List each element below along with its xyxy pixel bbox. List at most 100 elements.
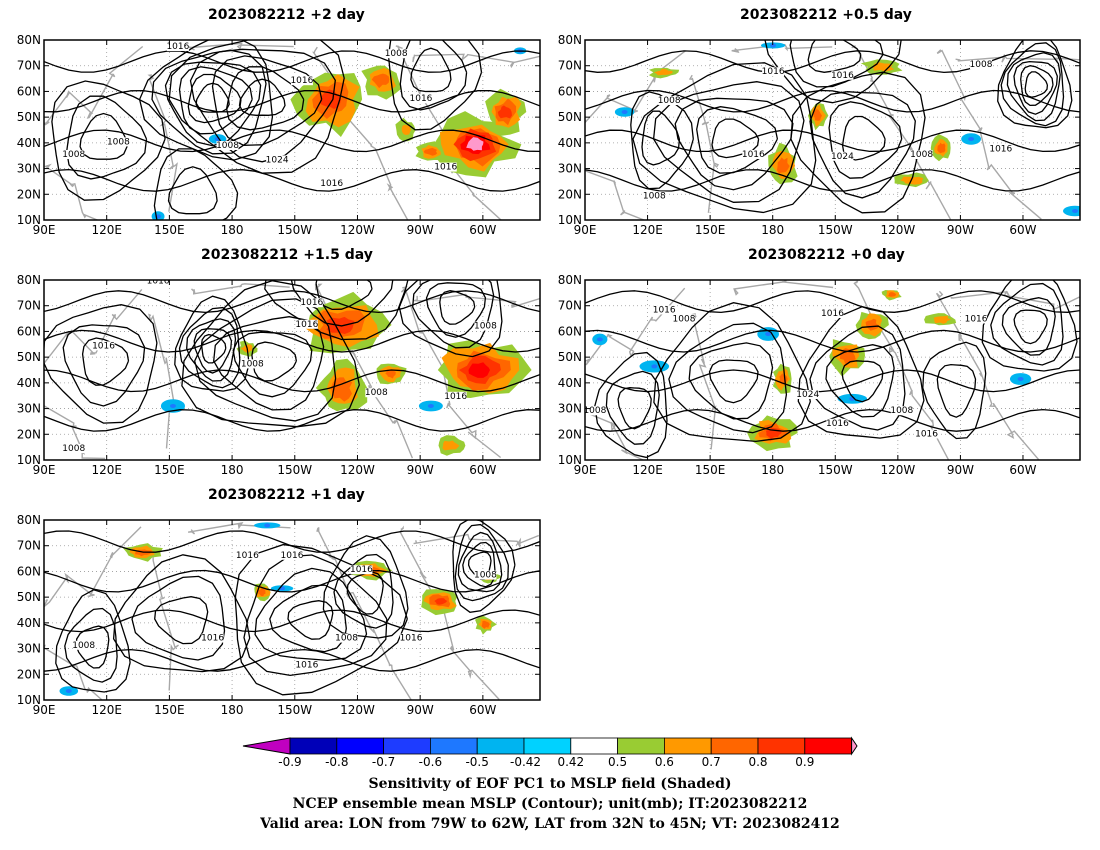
caption-line-1: Sensitivity of EOF PC1 to MSLP field (Sh… [368,776,732,792]
contour-label: 1008 [643,191,666,201]
contour-label: 1016 [989,145,1012,155]
lat-tick-label: 70N [558,299,582,313]
colorbar-label: 0.42 [557,755,585,769]
lon-tick-label: 120W [340,703,375,717]
lat-tick-label: 40N [558,136,582,150]
contour-label: 1016 [831,71,854,81]
lon-tick-label: 150W [818,223,853,237]
contour-label: 1008 [335,634,358,644]
lon-tick-label: 180 [221,223,244,237]
contour-label: 1016 [400,634,423,644]
lon-tick-label: 90W [407,703,434,717]
map-panel: 10161008101610161008102410161008101680N7… [558,273,1081,477]
lon-tick-label: 90E [574,463,597,477]
lon-tick-label: 90W [407,463,434,477]
colorbar-label: -0.5 [465,755,489,769]
lat-tick-label: 40N [558,376,582,390]
lat-tick-label: 60N [558,324,582,338]
colorbar-label: 0.8 [748,755,768,769]
lon-tick-label: 150W [818,463,853,477]
panel-title: 2023082212 +1 day [208,487,365,503]
lat-tick-label: 70N [17,299,41,313]
lon-tick-label: 150W [277,223,312,237]
lon-tick-label: 150E [154,223,185,237]
contour-label: 1008 [970,60,993,70]
lat-tick-label: 60N [17,84,41,98]
colorbar-swatch [804,737,852,755]
contour-label: 1016 [290,76,313,86]
lat-tick-label: 40N [17,616,41,630]
contour-label: 1016 [281,551,304,561]
lon-tick-label: 180 [761,223,784,237]
map-panel: 1016 1016 1008 1008 1016 1024 1008 1016 1008 80N 7… [558,33,1081,237]
lat-tick-label: 80N [17,33,41,47]
contour-label: 1008 [673,314,696,324]
lat-tick-label: 10N [17,693,41,707]
contour-label: 1008 [62,444,85,454]
lat-tick-label: 80N [558,33,582,47]
lon-tick-label: 90W [407,223,434,237]
lon-tick-label: 60W [1009,223,1036,237]
lat-tick-label: 50N [17,350,41,364]
contour-label: 1024 [796,390,819,400]
lat-tick-label: 30N [558,402,582,416]
lon-tick-label: 150W [277,703,312,717]
lon-tick-label: 90E [33,463,56,477]
lat-tick-label: 50N [558,110,582,124]
lat-tick-label: 40N [17,376,41,390]
colorbar-label: -0.42 [510,755,542,769]
colorbar-swatch [336,737,384,755]
colorbar-swatch [757,737,806,755]
panel-title: 2023082212 +0 day [748,247,905,263]
lat-tick-label: 50N [558,350,582,364]
colorbar-swatch [570,737,618,755]
lon-tick-label: 120E [91,223,122,237]
lat-tick-label: 50N [17,110,41,124]
lat-tick-label: 20N [17,427,41,441]
contour-label: 1016 [295,661,318,671]
lon-tick-label: 120W [880,223,915,237]
colorbar [242,736,858,756]
colorbar-label: 0.7 [701,755,721,769]
lon-tick-label: 120E [91,703,122,717]
contour-label: 1016 [821,309,844,319]
contour-label: 1008 [216,141,239,151]
contour-label: 1016 [762,67,785,77]
contour-label: 1008 [890,406,913,416]
panel-title: 2023082212 +0.5 day [740,7,912,23]
contour-label: 1024 [831,152,854,162]
lat-tick-label: 80N [17,273,41,287]
lon-tick-label: 120W [340,463,375,477]
contour-label: 1008 [107,137,130,147]
lat-tick-label: 80N [17,513,41,527]
caption-line-2: NCEP ensemble mean MSLP (Contour); unit(… [292,796,808,812]
lon-tick-label: 120W [880,463,915,477]
caption-line-3: Valid area: LON from 79W to 62W, LAT fro… [260,816,840,832]
contour-label: 1024 [266,155,289,165]
lon-tick-label: 120W [340,223,375,237]
lon-tick-label: 90E [574,223,597,237]
lon-tick-label: 120E [91,463,122,477]
lon-tick-label: 120E [632,463,663,477]
lon-tick-label: 90W [947,223,974,237]
colorbar-label: 0.5 [608,755,628,769]
lat-tick-label: 60N [17,564,41,578]
map-panels: 1016 1016 1016 1008 1008 1008 1008 1024 1016 1016… [17,33,1081,717]
lon-tick-label: 60W [469,703,496,717]
lat-tick-label: 10N [558,213,582,227]
lon-tick-label: 60W [469,463,496,477]
lon-tick-label: 180 [221,463,244,477]
lat-tick-label: 50N [17,590,41,604]
lat-tick-label: 20N [17,667,41,681]
colorbar-label: 0.6 [654,755,674,769]
lon-tick-label: 60W [469,223,496,237]
colorbar-swatch [383,737,431,755]
contour-label: 1016 [350,565,373,575]
lat-tick-label: 40N [17,136,41,150]
colorbar-arrow-left [242,737,291,755]
contour-label: 1008 [62,150,85,160]
lon-tick-label: 150W [277,463,312,477]
colorbar-arrow-right [851,736,858,756]
colorbar-swatch [617,737,665,755]
lat-tick-label: 20N [558,427,582,441]
